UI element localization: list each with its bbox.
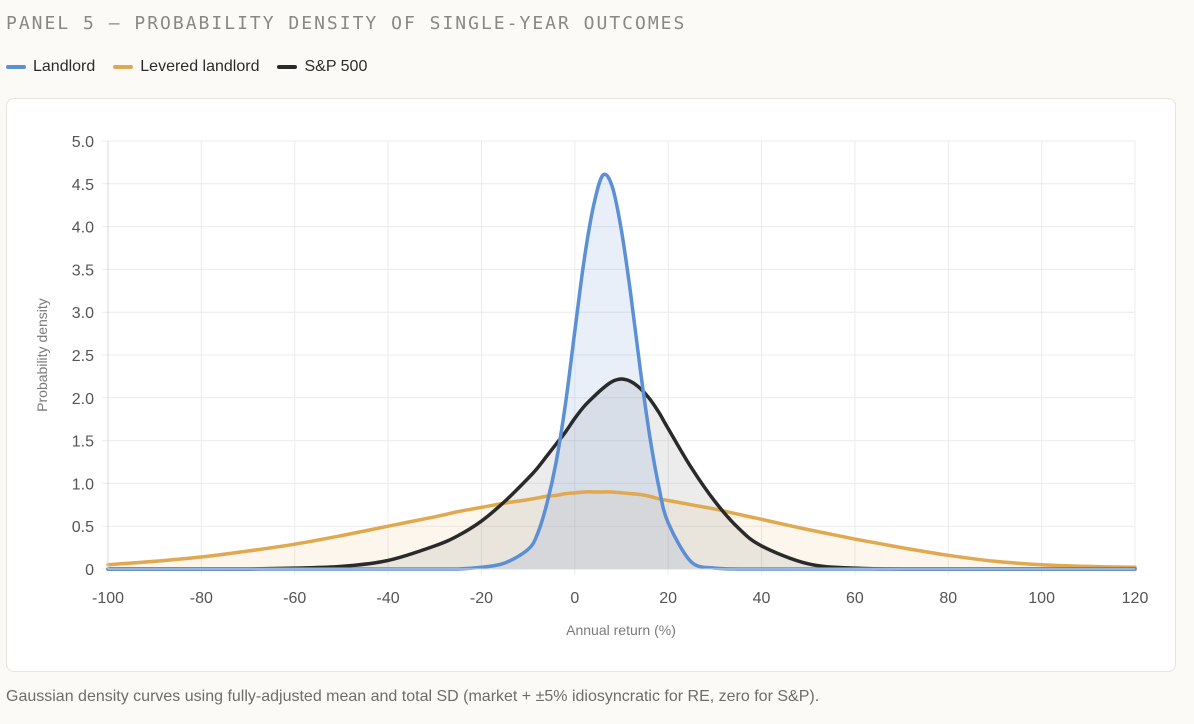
series-area-s-p-500	[108, 378, 1135, 569]
y-tick-label: 4.5	[72, 177, 94, 194]
legend-item-sp500[interactable]: S&P 500	[277, 58, 367, 76]
legend-swatch-levered-landlord	[113, 65, 134, 69]
legend-swatch-landlord	[6, 65, 26, 69]
x-tick-label: 80	[939, 590, 957, 607]
legend-item-landlord[interactable]: Landlord	[6, 58, 95, 76]
x-tick-label: 20	[659, 590, 677, 607]
x-tick-label: -40	[377, 590, 400, 607]
y-tick-label: 2.5	[72, 348, 94, 365]
chart-card: -100 -80 -60 -40 -20 0 20 40 60 80 100 120 0 0.5 1.0 1.…	[6, 98, 1176, 672]
series-line-levered-landlord[interactable]	[106, 490, 1137, 570]
y-tick-label: 3.5	[72, 262, 94, 279]
axis-layer	[107, 141, 1135, 570]
y-tick-label: 4.0	[72, 220, 94, 237]
x-tick-label: 120	[1122, 590, 1149, 607]
y-tick-label: 0.5	[72, 519, 94, 536]
x-tick-label: -80	[190, 590, 213, 607]
y-tick-label: 3.0	[72, 305, 94, 322]
legend-label-levered-landlord: Levered landlord	[140, 58, 260, 75]
chart-legend: Landlord Levered landlord S&P 500	[6, 58, 385, 76]
x-tick-label: -100	[92, 590, 124, 607]
fill-layer	[108, 174, 1135, 569]
x-tick-label: -20	[470, 590, 493, 607]
x-tick-label: 0	[570, 590, 579, 607]
y-tick-label: 1.0	[72, 476, 94, 493]
tick-layer: -100 -80 -60 -40 -20 0 20 40 60 80 100 120 0 0.5 1.0 1.…	[72, 134, 1149, 607]
legend-label-landlord: Landlord	[33, 58, 96, 75]
series-area-landlord	[108, 174, 1135, 569]
x-tick-label: 60	[846, 590, 864, 607]
chart-caption: Gaussian density curves using fully-adju…	[6, 688, 820, 705]
legend-item-levered-landlord[interactable]: Levered landlord	[113, 58, 259, 76]
x-tick-label: 40	[753, 590, 771, 607]
x-tick-label: -60	[283, 590, 306, 607]
panel-title: PANEL 5 — PROBABILITY DENSITY OF SINGLE-…	[6, 13, 687, 34]
density-chart: -100 -80 -60 -40 -20 0 20 40 60 80 100 120 0 0.5 1.0 1.…	[34, 134, 1149, 638]
y-axis-label: Probability density	[34, 298, 50, 412]
y-tick-label: 2.0	[72, 391, 94, 408]
y-tick-label: 5.0	[72, 134, 94, 151]
y-tick-label: 1.5	[72, 434, 94, 451]
x-axis-label: Annual return (%)	[566, 622, 676, 638]
legend-label-sp500: S&P 500	[304, 58, 368, 75]
x-tick-label: 100	[1028, 590, 1055, 607]
y-tick-label: 0	[85, 562, 94, 579]
legend-swatch-sp500	[277, 65, 298, 69]
series-area-levered-landlord	[108, 491, 1135, 569]
